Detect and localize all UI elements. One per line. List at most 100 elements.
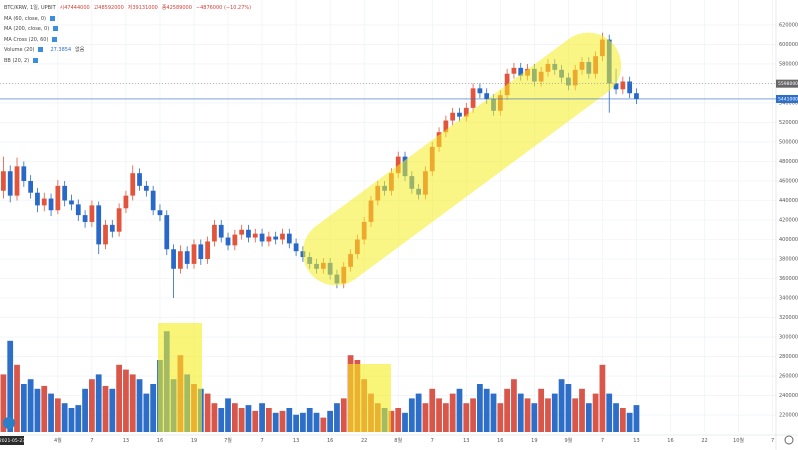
volume-bar — [456, 388, 463, 432]
volume-bar — [54, 398, 61, 432]
indicator-name: BB (20, 2) — [4, 57, 30, 64]
volume-bar — [490, 393, 497, 432]
last-price-tag — [776, 94, 798, 103]
volume-bar — [592, 393, 599, 432]
volume-bar — [565, 384, 572, 432]
y-tick-label: 32000000 — [779, 315, 798, 321]
candle-body — [116, 208, 122, 232]
candle-body — [150, 190, 156, 211]
volume-bar — [517, 393, 524, 432]
candle-body — [1, 171, 6, 191]
volume-bar — [449, 393, 456, 432]
candle-body — [164, 215, 170, 250]
candle-body — [620, 81, 626, 90]
indicators: MA (60, close, 0) MA (200, close, 0) MA Cr… — [4, 14, 259, 67]
volume-bar — [504, 388, 511, 432]
x-tick-label: 4월 — [54, 437, 62, 444]
candle-body — [266, 236, 272, 242]
ohlc-value: 저39131000 — [127, 5, 158, 11]
indicator-name: Volume (20) — [4, 47, 35, 53]
volume-bar — [599, 364, 606, 432]
date-box — [0, 436, 24, 445]
y-tick-label: 60000000 — [779, 42, 798, 48]
checkbox[interactable] — [52, 36, 58, 42]
volume-bar — [14, 364, 20, 432]
x-tick-label: 13 — [633, 438, 639, 444]
volume-bar — [116, 364, 123, 432]
volume-bar — [279, 410, 286, 432]
volume-bar — [442, 403, 449, 432]
candle-body — [511, 67, 517, 74]
candle-body — [62, 185, 68, 201]
candle-body — [137, 173, 142, 186]
x-tick-label: 13 — [293, 438, 299, 444]
x-tick-label: 8월 — [394, 437, 402, 444]
candle-body — [470, 88, 476, 108]
volume-bar — [68, 408, 75, 432]
candle-body — [395, 156, 401, 174]
x-tick-label: 16 — [327, 438, 333, 444]
x-tick-label: 13 — [463, 438, 469, 444]
volume-bar — [511, 379, 517, 432]
volume-bar — [34, 388, 41, 432]
checkbox[interactable] — [33, 57, 39, 63]
volume-bar — [300, 412, 306, 432]
y-tick-label: 40000000 — [779, 237, 798, 243]
volume-bar — [572, 398, 579, 432]
candle-body — [184, 251, 190, 264]
volume-bar — [75, 405, 82, 432]
volume-bar — [334, 403, 340, 432]
checkbox[interactable] — [50, 15, 56, 21]
volume-bar — [20, 384, 27, 432]
reference-tag — [776, 79, 798, 88]
x-tick-label: 7 — [601, 438, 604, 444]
volume-bar — [211, 403, 218, 432]
highlight-channel — [302, 32, 622, 286]
checkbox[interactable] — [38, 47, 44, 52]
volume-bar — [408, 398, 415, 432]
candle-body — [280, 233, 285, 240]
highlight-volume — [158, 323, 202, 432]
candle-body — [48, 198, 54, 211]
y-tick-label: 54000000 — [779, 100, 798, 106]
x-tick-label: 22 — [361, 438, 367, 444]
candle-body — [457, 112, 462, 117]
settings-icon[interactable] — [784, 435, 794, 445]
candle-body — [293, 243, 299, 252]
candle-body — [205, 241, 210, 260]
volume-bar — [545, 398, 551, 432]
checkbox[interactable] — [53, 26, 59, 31]
y-tick-label: 44000000 — [779, 198, 798, 204]
ohlc-value: 고48592000 — [93, 5, 124, 11]
candle-body — [634, 93, 639, 100]
volume-bar — [143, 393, 150, 432]
indicator-row: MA (200, close, 0) — [4, 24, 259, 35]
candle-body — [75, 204, 81, 216]
candle-body — [109, 224, 115, 232]
candle-body — [463, 107, 469, 117]
volume-bar — [579, 388, 585, 432]
ohlc-value: 시47444000 — [59, 5, 90, 11]
volume-bar — [129, 374, 136, 432]
x-tick-label: 9월 — [564, 437, 572, 444]
indicator-row: MA Cross (20, 60) — [4, 35, 259, 46]
volume-bar — [293, 414, 299, 432]
y-tick-label: 62000000 — [779, 22, 798, 28]
x-tick-label: 7 — [260, 438, 263, 444]
candle-body — [123, 195, 129, 209]
candle-body — [259, 233, 265, 242]
candle-body — [28, 180, 34, 193]
volume-bar — [150, 384, 157, 432]
x-tick-label: 7월 — [224, 437, 232, 444]
volume-bar — [551, 393, 558, 432]
volume-bar — [48, 393, 54, 432]
volume-bar — [252, 410, 259, 432]
candle-body — [443, 120, 449, 133]
volume-bar — [531, 403, 538, 432]
cloud-icon[interactable] — [3, 417, 15, 429]
volume-bar — [497, 403, 504, 432]
symbol-row: BTC/KRW, 1일, UPBIT 시47444000 고48592000 저391… — [4, 3, 259, 14]
volume-bar — [470, 398, 476, 432]
